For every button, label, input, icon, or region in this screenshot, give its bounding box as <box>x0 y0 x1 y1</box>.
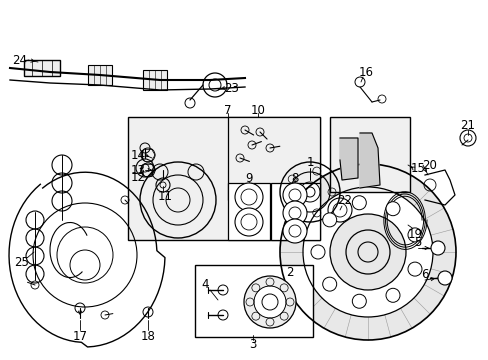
Text: 1: 1 <box>305 156 313 168</box>
Text: 10: 10 <box>250 104 265 117</box>
Circle shape <box>283 201 306 225</box>
Text: 14: 14 <box>130 149 145 162</box>
Circle shape <box>235 208 263 236</box>
Circle shape <box>329 214 405 290</box>
Bar <box>142 70 167 90</box>
Circle shape <box>437 271 451 285</box>
Polygon shape <box>339 138 357 180</box>
Bar <box>24 60 60 76</box>
Text: 18: 18 <box>140 329 155 342</box>
Text: 9: 9 <box>245 171 252 185</box>
Text: 12: 12 <box>130 171 145 184</box>
Circle shape <box>241 214 257 230</box>
Circle shape <box>310 245 325 259</box>
Text: 17: 17 <box>72 329 87 342</box>
Text: 5: 5 <box>413 235 421 248</box>
Text: 7: 7 <box>224 104 231 117</box>
Polygon shape <box>280 164 455 340</box>
Circle shape <box>407 228 421 242</box>
Text: 19: 19 <box>407 229 422 242</box>
Bar <box>88 65 112 85</box>
Bar <box>329 117 409 192</box>
Text: 21: 21 <box>460 118 474 131</box>
Circle shape <box>385 202 399 216</box>
Bar <box>227 183 269 240</box>
Circle shape <box>322 213 336 227</box>
Circle shape <box>288 225 301 237</box>
Text: 22: 22 <box>337 194 352 207</box>
Text: 15: 15 <box>410 162 425 175</box>
Circle shape <box>430 241 444 255</box>
Bar <box>227 117 319 200</box>
Text: 25: 25 <box>15 256 29 269</box>
Text: 8: 8 <box>291 171 298 185</box>
Circle shape <box>241 189 257 205</box>
Polygon shape <box>359 133 379 188</box>
Text: 24: 24 <box>13 54 27 67</box>
Circle shape <box>322 277 336 291</box>
Circle shape <box>283 183 306 207</box>
Circle shape <box>253 286 285 318</box>
Polygon shape <box>303 187 432 317</box>
Circle shape <box>351 294 366 308</box>
Text: 2: 2 <box>285 266 293 279</box>
Bar <box>128 117 319 240</box>
Bar <box>195 265 312 337</box>
Circle shape <box>283 219 306 243</box>
Text: 11: 11 <box>157 189 172 202</box>
Circle shape <box>407 262 421 276</box>
Text: 6: 6 <box>420 269 428 282</box>
Circle shape <box>351 196 366 210</box>
Circle shape <box>288 189 301 201</box>
Text: 4: 4 <box>201 279 208 292</box>
Text: 3: 3 <box>249 338 256 351</box>
Text: 13: 13 <box>130 163 145 176</box>
Circle shape <box>244 276 295 328</box>
Circle shape <box>385 288 399 302</box>
Bar <box>270 183 319 240</box>
Circle shape <box>288 207 301 219</box>
Text: 20: 20 <box>422 158 437 171</box>
Circle shape <box>235 183 263 211</box>
Text: 23: 23 <box>224 81 239 95</box>
Text: 16: 16 <box>358 66 373 78</box>
